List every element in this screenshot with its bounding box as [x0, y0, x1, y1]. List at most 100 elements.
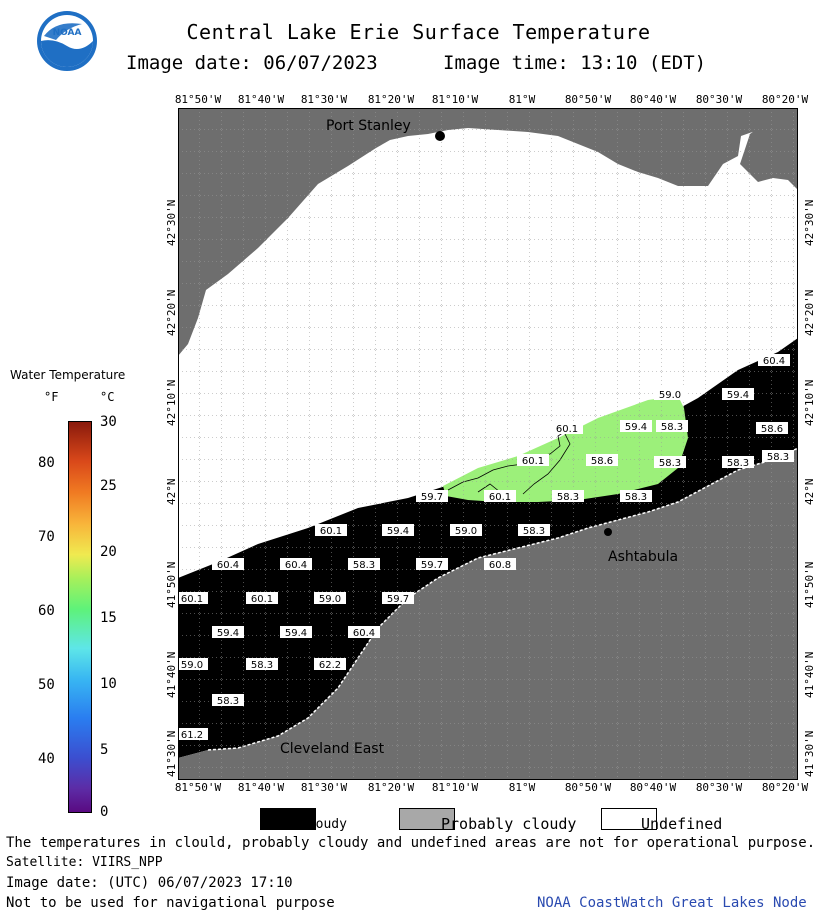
footer-nav-warning: Not to be used for navigational purpose [6, 895, 335, 911]
lon-label-bottom: 81°20'W [367, 781, 415, 794]
lon-label-bottom: 81°10'W [431, 781, 479, 794]
ashtabula-marker [604, 528, 612, 536]
temperature-reading: 60.4 [285, 560, 307, 571]
reading-label-box [280, 626, 312, 638]
reading-label-box [722, 388, 754, 400]
temperature-reading: 59.7 [421, 560, 443, 571]
reading-label-box [620, 420, 652, 432]
reading-label-box [620, 490, 652, 502]
reading-label-box [656, 420, 688, 432]
temperature-reading: 58.3 [353, 560, 375, 571]
temperature-reading: 59.4 [625, 422, 647, 433]
temperature-readings: 60.4 59.0 59.4 58.3 58.6 60.1 59.4 58.3 60.1 58.6… [178, 354, 794, 741]
temperature-reading: 59.0 [181, 660, 203, 671]
key-cloudy-swatch [260, 808, 316, 830]
key-undefined-label: Undefined [641, 815, 723, 833]
lat-label-right: 42°N [803, 478, 816, 506]
lat-label-right: 42°30'N [803, 199, 816, 246]
page-title: Central Lake Erie Surface Temperature [186, 20, 651, 44]
legend-unit-c: °C [100, 390, 115, 404]
noaa-logo: NOAA [36, 10, 98, 76]
place-ashtabula: Ashtabula [608, 549, 678, 565]
lake-erie-map: Port Stanley Ashtabula Cleveland East 60… [178, 108, 798, 780]
lon-label-top: 81°40'W [237, 93, 285, 106]
reading-label-box [484, 558, 516, 570]
image-time: Image time: 13:10 (EDT) [443, 52, 707, 74]
reading-label-box [586, 454, 618, 466]
lon-label-bottom: 80°50'W [564, 781, 612, 794]
temperature-reading: 60.1 [522, 456, 544, 467]
lon-label-bottom: 81°W [508, 781, 536, 794]
lat-label-left: 41°50'N [165, 561, 178, 608]
reading-label-box [382, 592, 414, 604]
reading-label-box [178, 728, 208, 740]
reading-label-box [517, 454, 549, 466]
temperature-reading: 58.3 [251, 660, 273, 671]
legend-tick-c: 10 [100, 676, 117, 692]
reading-label-box [314, 592, 346, 604]
temperature-reading: 59.0 [319, 594, 341, 605]
temperature-reading: 60.1 [320, 526, 342, 537]
temperature-reading: 58.3 [659, 458, 681, 469]
legend-tick-c: 15 [100, 610, 117, 626]
lat-label-left: 41°30'N [165, 730, 178, 777]
legend-unit-f: °F [44, 390, 59, 404]
reading-label-box [280, 558, 312, 570]
reading-label-box [416, 558, 448, 570]
reading-label-box [348, 558, 380, 570]
temperature-reading: 58.3 [625, 492, 647, 503]
footer-satellite: Satellite: VIIRS_NPP [6, 855, 163, 870]
lon-label-bottom: 81°50'W [174, 781, 222, 794]
lon-label-top: 80°30'W [695, 93, 743, 106]
lat-label-right: 42°20'N [803, 289, 816, 336]
reading-label-box [315, 524, 347, 536]
temperature-reading: 60.1 [489, 492, 511, 503]
temperature-reading: 60.1 [181, 594, 203, 605]
place-cleveland-east: Cleveland East [280, 741, 385, 757]
reading-label-box [756, 422, 788, 434]
temperature-reading: 60.8 [489, 560, 511, 571]
lat-label-right: 42°10'N [803, 379, 816, 426]
lat-label-left: 42°20'N [165, 289, 178, 336]
legend-tick-f: 70 [38, 529, 55, 545]
temperature-reading: 60.1 [251, 594, 273, 605]
reading-label-box [654, 456, 686, 468]
reading-label-box [758, 354, 790, 366]
lon-label-top: 80°40'W [629, 93, 677, 106]
legend-tick-c: 20 [100, 544, 117, 560]
lat-label-left: 42°N [165, 478, 178, 506]
temperature-reading: 58.3 [557, 492, 579, 503]
temperature-reading: 58.6 [591, 456, 613, 467]
temperature-reading: 59.0 [659, 390, 681, 401]
legend-title: Water Temperature [10, 368, 126, 382]
lon-label-top: 81°20'W [367, 93, 415, 106]
reading-label-box [762, 450, 794, 462]
lon-label-top: 81°10'W [431, 93, 479, 106]
reading-label-box [722, 456, 754, 468]
lon-label-top: 81°50'W [174, 93, 222, 106]
lon-label-bottom: 80°40'W [629, 781, 677, 794]
temperature-reading: 60.4 [763, 356, 785, 367]
lat-lon-grid [178, 108, 798, 780]
reading-label-box [552, 490, 584, 502]
reading-label-box [246, 658, 278, 670]
legend-tick-c: 5 [100, 742, 109, 758]
lon-label-top: 80°20'W [761, 93, 809, 106]
legend-tick-c: 0 [100, 804, 109, 820]
footer-credit: NOAA CoastWatch Great Lakes Node [537, 895, 807, 911]
reading-label-box [518, 524, 550, 536]
reading-label-box [212, 694, 244, 706]
footer-disclaimer: The temperatures in clould, probably clo… [6, 835, 816, 851]
temperature-reading: 58.3 [661, 422, 683, 433]
lon-label-top: 81°30'W [300, 93, 348, 106]
temperature-reading: 59.4 [727, 390, 749, 401]
logo-text: NOAA [53, 28, 82, 38]
legend-tick-c: 25 [100, 478, 117, 494]
legend-tick-f: 50 [38, 677, 55, 693]
temperature-reading: 59.4 [387, 526, 409, 537]
temperature-reading: 58.3 [727, 458, 749, 469]
legend-tick-f: 60 [38, 603, 55, 619]
reading-label-box [348, 626, 380, 638]
temperature-reading: 58.6 [761, 424, 783, 435]
temperature-reading: 60.1 [556, 424, 578, 435]
